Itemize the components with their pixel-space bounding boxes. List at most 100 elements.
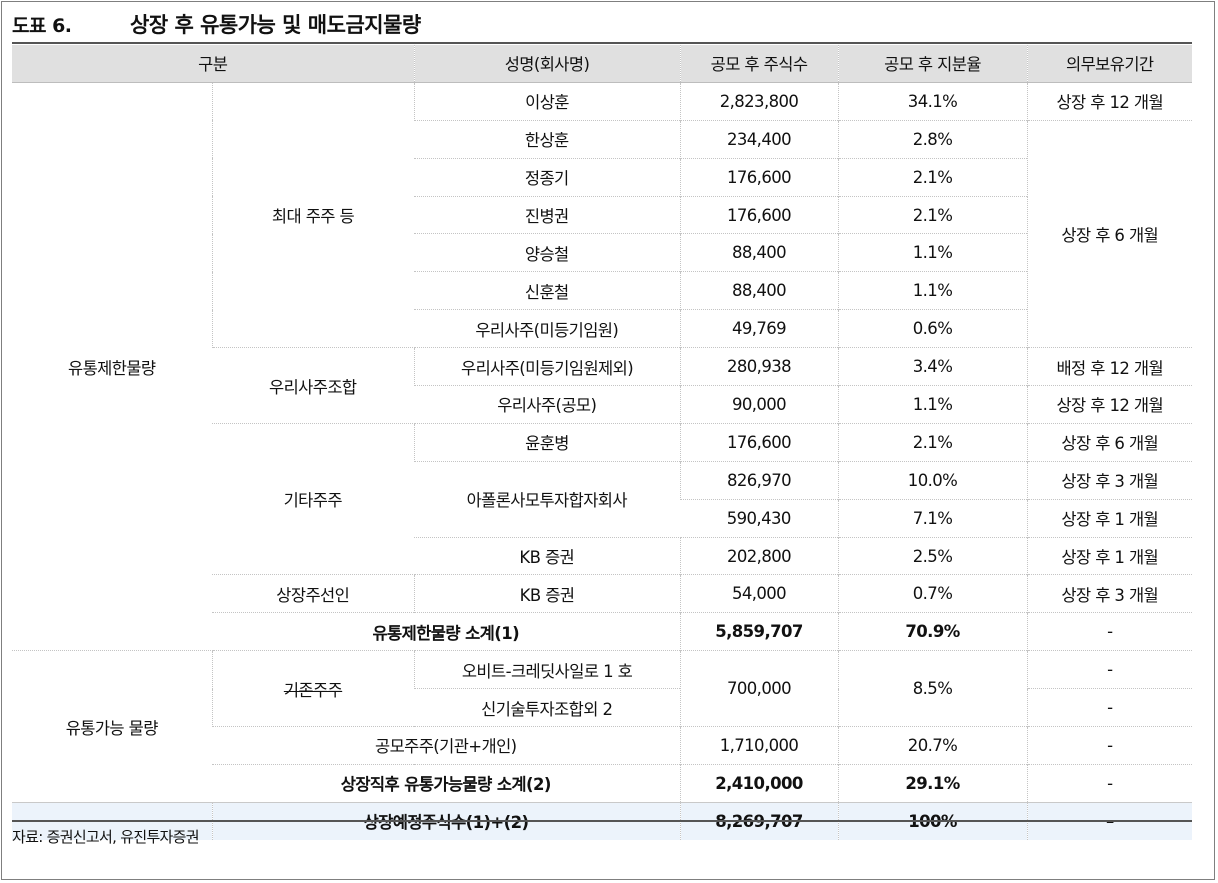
holder-name: 아폴론사모투자합자회사 [414, 460, 681, 538]
header-ratio: 공모 후 지분율 [837, 45, 1028, 83]
subtotal1-shares: 5,859,707 [679, 612, 839, 651]
public-shares: 1,710,000 [679, 726, 839, 765]
group-restricted: 유통제한물량 [68, 358, 156, 378]
holder-shares: 2,823,800 [679, 82, 839, 121]
holder-shares: 90,000 [679, 385, 839, 424]
table-row: 우리사주(공모) 90,000 1.1% 상장 후 12 개월 [12, 385, 1193, 424]
table-row: 유통제한물량 최대 주주 등 이상훈 2,823,800 34.1% 상장 후 … [12, 82, 1193, 378]
subgroup-others: 기타주주 [212, 422, 415, 575]
holder-lockup: 상장 후 1 개월 [1026, 498, 1193, 538]
subgroup-major: 최대 주주 등 [211, 82, 415, 348]
holder-name: 정종기 [414, 157, 681, 197]
source-note: 자료: 증권신고서, 유진투자증권 [12, 828, 200, 846]
holder-lockup: - [1026, 650, 1193, 689]
holder-name: 오비트-크레딧사일로 1 호 [413, 650, 681, 689]
holder-ratio: 2.1% [837, 157, 1028, 197]
header-row: 구분 성명(회사명) 공모 후 주식수 공모 후 지분율 의무보유기간 [12, 45, 1193, 83]
figure-title: 상장 후 유통가능 및 매도금지물량 [130, 13, 421, 37]
holder-ratio: 0.7% [837, 574, 1028, 613]
holder-shares: 88,400 [679, 233, 839, 272]
holder-shares: 49,769 [679, 309, 839, 348]
table-row: 정종기 176,600 2.1% [12, 157, 1192, 197]
subtotal2-shares: 2,410,000 [679, 763, 839, 803]
holder-shares: 176,600 [679, 157, 839, 197]
holder-shares: 234,400 [679, 119, 839, 159]
holder-ratio: 7.1% [837, 498, 1028, 538]
holder-name: 윤훈병 [413, 422, 681, 462]
holder-ratio: 0.6% [837, 309, 1028, 348]
holder-lockup: 상장 후 12 개월 [1026, 385, 1193, 424]
public-label: 공모주주(기관+개인) [212, 726, 681, 765]
holder-lockup: 상장 후 3 개월 [1026, 574, 1193, 613]
subtotal2-lockup: - [1026, 763, 1193, 803]
holder-name: 신기술투자조합외 2 [414, 688, 681, 727]
holder-shares: 202,800 [679, 536, 839, 575]
holder-name: 양승철 [414, 233, 681, 272]
subtotal-row: 유통제한물량 소계(1) 5,859,707 70.9% - [12, 612, 1193, 651]
holder-name: 한상훈 [414, 119, 681, 159]
holder-lockup: 배정 후 12 개월 [1026, 347, 1193, 386]
table-row: 신기술투자조합외 2 - [12, 688, 1193, 727]
table-row: 신훈철 88,400 1.1% [12, 271, 1192, 310]
subgroup-existing: 기존주주 [211, 650, 415, 727]
holder-lockup: 상장 후 6 개월 [1026, 119, 1193, 348]
table-row: 유통가능 물량 기존주주 오비트-크레딧사일로 1 호 700,000 8.5%… [12, 650, 1193, 803]
subtotal2-label: 상장직후 유통가능물량 소계(2) [212, 763, 681, 803]
header-name: 성명(회사명) [413, 45, 681, 83]
public-lockup: - [1026, 726, 1193, 765]
holder-shares: 176,600 [679, 195, 839, 234]
holder-ratio: 3.4% [837, 347, 1028, 386]
holder-name: 우리사주(미등기임원) [414, 309, 681, 348]
bottom-rule [12, 820, 1192, 822]
public-ratio: 20.7% [837, 726, 1028, 765]
table-row: 우리사주(미등기임원) 49,769 0.6% [12, 309, 1192, 348]
table-row: KB 증권 202,800 2.5% 상장 후 1 개월 [12, 536, 1193, 575]
table-row: 한상훈 234,400 2.8% 상장 후 6 개월 [12, 119, 1193, 348]
figure-header: 도표 6. 상장 후 유통가능 및 매도금지물량 [12, 8, 421, 40]
lockup-table: 구분 성명(회사명) 공모 후 주식수 공모 후 지분율 의무보유기간 유통제한… [12, 45, 1193, 840]
holder-lockup: - [1026, 688, 1193, 727]
table-row: 우리사주조합 우리사주(미등기임원제외) 280,938 3.4% 배정 후 1… [12, 347, 1193, 424]
holder-name: KB 증권 [414, 536, 681, 575]
holder-name: 신훈철 [414, 271, 681, 310]
holder-ratio: 2.8% [837, 119, 1028, 159]
holder-ratio: 2.1% [837, 195, 1028, 234]
holder-shares: 88,400 [679, 271, 839, 310]
holder-ratio: 1.1% [837, 385, 1028, 424]
holder-lockup: 상장 후 1 개월 [1026, 536, 1193, 575]
table-row: 아폴론사모투자합자회사 826,970 10.0% 상장 후 3 개월 [12, 460, 1193, 538]
table-row: 양승철 88,400 1.1% [12, 233, 1192, 272]
table-row: 590,430 7.1% 상장 후 1 개월 [12, 498, 1193, 538]
holder-name: 이상훈 [413, 82, 681, 121]
holder-shares: 280,938 [679, 347, 839, 386]
holder-lockup: 상장 후 12 개월 [1026, 82, 1193, 121]
holder-ratio: 10.0% [837, 460, 1028, 500]
subtotal1-lockup: - [1026, 612, 1193, 651]
title-rule [12, 42, 1192, 44]
holder-shares: 590,430 [680, 498, 839, 538]
header-shares: 공모 후 주식수 [679, 45, 839, 83]
subgroup-underwriter: 상장주선인 [212, 574, 415, 613]
holder-ratio: 2.1% [837, 422, 1028, 462]
table-row: 진병권 176,600 2.1% [12, 195, 1192, 234]
holder-name: 우리사주(공모) [414, 385, 681, 424]
header-lockup: 의무보유기간 [1026, 45, 1193, 83]
holder-lockup: 상장 후 3 개월 [1026, 460, 1193, 500]
holder-ratio: 2.5% [837, 536, 1028, 575]
subtotal1-ratio: 70.9% [837, 612, 1028, 651]
figure-label: 도표 6. [12, 14, 72, 37]
holder-name: KB 증권 [413, 574, 681, 613]
holder-ratio: 1.1% [837, 233, 1028, 272]
holder-shares: 54,000 [679, 574, 839, 613]
holder-name: 우리사주(미등기임원제외) [413, 347, 681, 386]
subtotal1-label: 유통제한물량 소계(1) [212, 612, 681, 651]
subtotal2-ratio: 29.1% [837, 763, 1028, 803]
subtotal-row: 상장직후 유통가능물량 소계(2) 2,410,000 29.1% - [12, 763, 1193, 803]
header-category: 구분 [12, 45, 415, 83]
table-row: 상장주선인 KB 증권 54,000 0.7% 상장 후 3 개월 [12, 574, 1193, 613]
holder-name: 진병권 [414, 195, 681, 234]
holder-shares: 700,000 [679, 650, 839, 727]
holder-ratio: 1.1% [837, 271, 1028, 310]
table-row: 기타주주 윤훈병 176,600 2.1% 상장 후 6 개월 [12, 422, 1193, 575]
